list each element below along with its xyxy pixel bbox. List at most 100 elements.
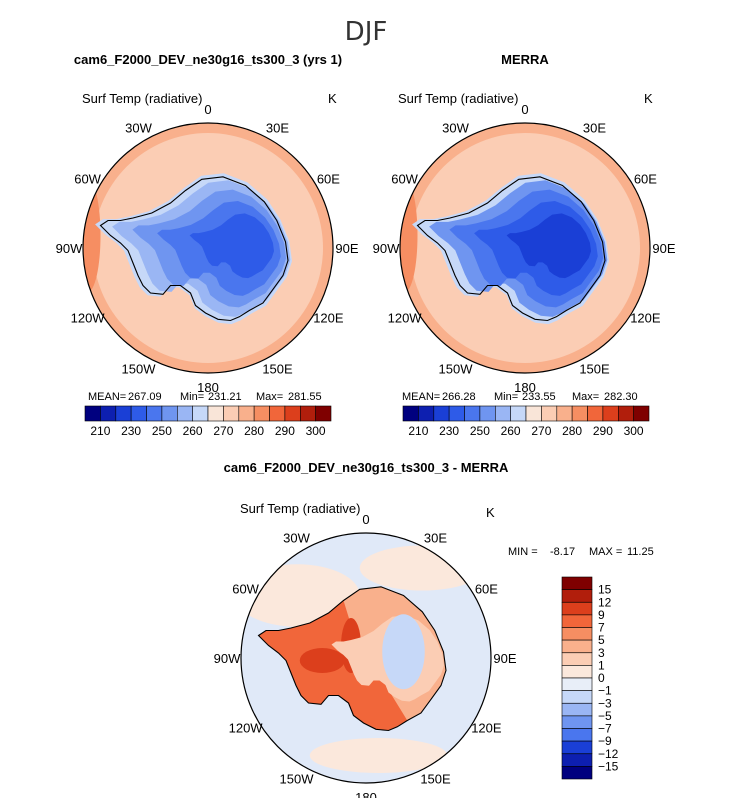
- colorbar-tick-label: 280: [244, 424, 264, 438]
- colorbar-swatch: [494, 405, 511, 422]
- colorbar-swatch: [541, 405, 558, 422]
- panel-title: cam6_F2000_DEV_ne30g16_ts300_3 - MERRA: [224, 460, 509, 475]
- colorbar-swatch: [561, 753, 593, 767]
- longitude-label: 30E: [583, 121, 606, 136]
- max-value: 281.55: [288, 391, 322, 403]
- panel-title: cam6_F2000_DEV_ne30g16_ts300_3 (yrs 1): [74, 52, 342, 67]
- coastline: [99, 176, 289, 322]
- longitude-label: 30W: [442, 121, 469, 136]
- colorbar-swatch: [146, 405, 163, 422]
- colorbar-swatch: [561, 652, 593, 666]
- colorbar-swatch: [561, 627, 593, 641]
- min-label: Min=: [494, 391, 518, 403]
- longitude-label: 90W: [373, 241, 400, 256]
- polar-map: [240, 532, 492, 784]
- colorbar-swatch: [561, 614, 593, 628]
- colorbar-tick-label: 250: [152, 424, 172, 438]
- map-boundary: [240, 532, 492, 784]
- colorbar-tick-label: 230: [439, 424, 459, 438]
- colorbar-swatch: [84, 405, 101, 422]
- min-label: Min=: [180, 391, 204, 403]
- colorbar-swatch: [177, 405, 194, 422]
- colorbar-swatch: [448, 405, 465, 422]
- longitude-labels: 0 30E 60E 90E 120E 150E 180 150W 120W 90W 60W 30W: [56, 102, 359, 395]
- colorbar-swatch: [207, 405, 224, 422]
- polar-map: [399, 122, 651, 374]
- colorbar-swatch: [115, 405, 132, 422]
- colorbar-swatch: [479, 405, 496, 422]
- colorbar-tick-label: −3: [598, 696, 612, 710]
- colorbar-swatch: [561, 740, 593, 754]
- variable-label: Surf Temp (radiative): [82, 91, 202, 106]
- colorbar-tick-label: 210: [90, 424, 110, 438]
- colorbar-swatch: [633, 405, 650, 422]
- map-boundary: [399, 122, 651, 374]
- mean-value: 267.09: [128, 391, 162, 403]
- colorbar-swatch: [587, 405, 604, 422]
- colorbar-tick-label: 300: [624, 424, 644, 438]
- min-value: -8.17: [550, 546, 575, 558]
- colorbar-tick-label: 5: [598, 633, 605, 647]
- panel-model: cam6_F2000_DEV_ne30g16_ts300_3 (yrs 1) S…: [56, 52, 359, 438]
- min-label: MIN =: [508, 546, 538, 558]
- colorbar-swatch: [161, 405, 178, 422]
- max-label: MAX =: [589, 546, 622, 558]
- longitude-label: 90E: [493, 651, 516, 666]
- map-boundary: [82, 122, 334, 374]
- colorbar-swatch: [561, 589, 593, 603]
- colorbar-tick-label: 300: [306, 424, 326, 438]
- colorbar-swatch: [617, 405, 634, 422]
- colorbar-swatch: [602, 405, 619, 422]
- colorbar-swatch: [464, 405, 481, 422]
- colorbar-swatch: [269, 405, 286, 422]
- longitude-label: 120W: [229, 721, 264, 736]
- colorbar-swatch: [556, 405, 573, 422]
- longitude-label: 60W: [232, 582, 259, 597]
- colorbar-tick-label: 12: [598, 595, 612, 609]
- cool-anomaly-field: [382, 614, 425, 690]
- colorbar: 210 230 250 260 270 280 290 300: [402, 405, 650, 438]
- warm-sst-band: [400, 179, 418, 292]
- longitude-label: 150W: [280, 771, 315, 786]
- colorbar-swatch: [561, 715, 593, 729]
- colorbar-tick-label: −5: [598, 709, 612, 723]
- longitude-label: 60E: [317, 172, 340, 187]
- colorbar-swatch: [525, 405, 542, 422]
- colorbar-tick-label: 260: [501, 424, 521, 438]
- colorbar-tick-label: 270: [213, 424, 233, 438]
- colorbar-tick-label: 3: [598, 646, 605, 660]
- colorbar-tick-label: 290: [275, 424, 295, 438]
- panel-merra: MERRA Surf Temp (radiative) K 0 30E 60E 90E…: [373, 52, 676, 438]
- longitude-label: 60E: [634, 172, 657, 187]
- colorbar-tick-label: 280: [562, 424, 582, 438]
- colorbar-swatch: [561, 601, 593, 616]
- colorbar-tick-label: −1: [598, 684, 612, 698]
- colorbar-tick-label: 0: [598, 671, 605, 685]
- longitude-label: 0: [362, 512, 369, 527]
- units-label: K: [644, 91, 653, 106]
- warm-sst-band: [83, 179, 101, 292]
- colorbar-swatch: [561, 690, 593, 704]
- colorbar-swatch: [561, 766, 593, 780]
- panel-difference: cam6_F2000_DEV_ne30g16_ts300_3 - MERRA S…: [214, 460, 654, 798]
- longitude-label: 0: [204, 102, 211, 117]
- longitude-label: 0: [521, 102, 528, 117]
- colorbar-tick-label: 7: [598, 621, 605, 635]
- colorbar-tick-label: 270: [531, 424, 551, 438]
- colorbar-swatch: [418, 405, 435, 422]
- longitude-label: 180: [355, 790, 377, 798]
- coastline: [257, 586, 447, 732]
- colorbar-swatch: [561, 728, 593, 742]
- colorbar-swatch: [299, 405, 316, 422]
- longitude-label: 120W: [388, 311, 423, 326]
- colorbar-swatch: [238, 405, 255, 422]
- longitude-label: 90W: [214, 651, 241, 666]
- colorbar: 210 230 250 260 270 280 290 300: [84, 405, 332, 438]
- warm-ocean-patch: [309, 738, 448, 773]
- colorbar-swatch: [100, 405, 117, 422]
- colorbar-tick-label: 290: [593, 424, 613, 438]
- plateau-field: [506, 213, 591, 279]
- longitude-label: 60E: [475, 582, 498, 597]
- longitude-label: 120E: [471, 721, 502, 736]
